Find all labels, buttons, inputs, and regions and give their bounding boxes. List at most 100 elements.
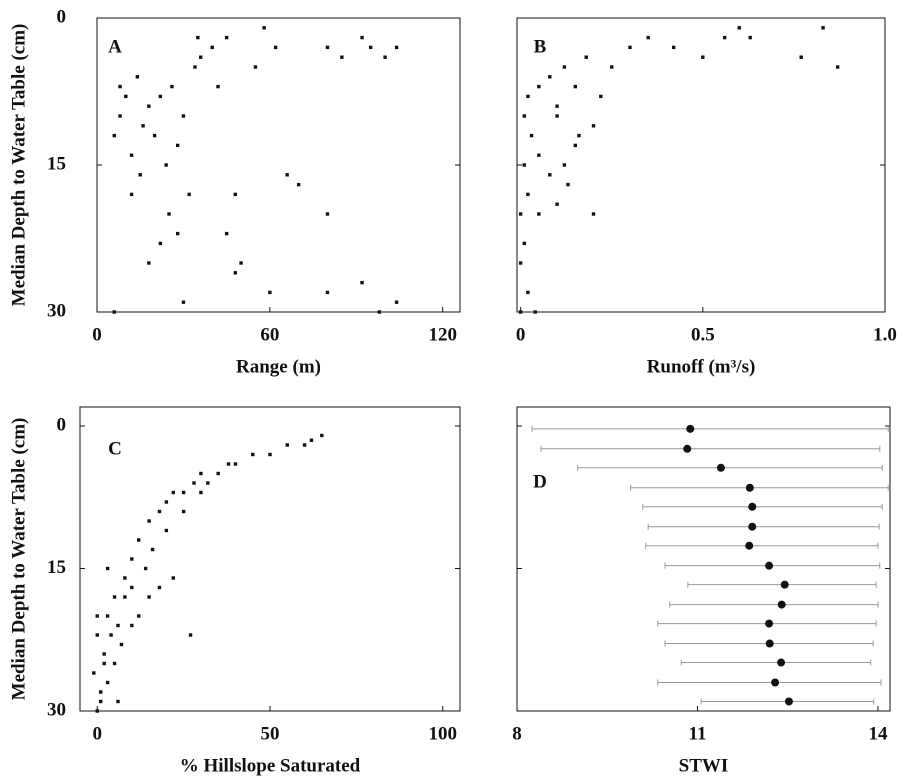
- y-axis-label: Median Depth to Water Table (cm): [8, 418, 29, 701]
- point: [591, 124, 596, 128]
- point: [164, 528, 169, 533]
- point: [141, 124, 145, 128]
- point: [99, 690, 103, 694]
- point: [325, 212, 330, 216]
- point: [377, 310, 382, 314]
- point: [518, 261, 523, 265]
- point: [216, 471, 220, 476]
- point: [95, 633, 99, 637]
- point: [273, 45, 278, 50]
- x-tick-label: 8: [512, 723, 522, 744]
- point: [192, 481, 196, 485]
- point: [309, 438, 314, 442]
- mean-point: [716, 463, 725, 472]
- point: [167, 212, 171, 216]
- point: [130, 623, 134, 628]
- x-tick-label: 0: [516, 324, 526, 345]
- mean-point: [748, 502, 757, 511]
- point: [340, 55, 344, 59]
- point: [147, 104, 151, 108]
- point: [116, 623, 120, 628]
- plot-frame: [96, 17, 461, 313]
- point: [164, 163, 168, 167]
- x-axis-label: STWI: [679, 755, 729, 776]
- point: [118, 84, 122, 89]
- point: [147, 261, 151, 265]
- x-tick-label: 60: [260, 324, 279, 345]
- point: [610, 65, 614, 69]
- point: [187, 192, 191, 197]
- y-tick-label: 30: [47, 699, 66, 720]
- point: [537, 212, 541, 216]
- point: [628, 45, 632, 50]
- point: [199, 471, 203, 476]
- y-tick-label: 0: [57, 414, 67, 435]
- point: [95, 614, 99, 618]
- x-tick-label: 50: [261, 723, 280, 744]
- point: [181, 509, 186, 514]
- point: [835, 65, 840, 69]
- point: [170, 84, 174, 89]
- point: [577, 133, 581, 138]
- point: [123, 595, 127, 599]
- point: [302, 443, 307, 447]
- point: [157, 509, 162, 514]
- mean-point: [765, 619, 774, 628]
- point: [118, 114, 122, 118]
- mean-point: [777, 658, 786, 667]
- point: [394, 300, 399, 304]
- panel-label: B: [534, 36, 547, 57]
- mean-point: [771, 678, 780, 687]
- mean-point: [745, 541, 754, 550]
- point: [239, 261, 243, 265]
- point: [99, 699, 103, 704]
- point: [129, 192, 134, 197]
- point: [360, 280, 364, 285]
- point: [105, 680, 110, 685]
- point: [526, 94, 530, 99]
- point: [555, 202, 559, 206]
- point: [137, 614, 141, 618]
- point: [181, 114, 186, 118]
- point: [188, 633, 193, 637]
- point: [150, 547, 155, 552]
- point: [129, 153, 134, 157]
- point: [102, 661, 106, 666]
- point: [210, 45, 214, 50]
- point: [164, 500, 169, 504]
- point: [130, 585, 134, 590]
- point: [562, 163, 567, 167]
- point: [555, 114, 559, 118]
- point: [112, 661, 117, 666]
- x-axis-label: % Hillslope Saturated: [180, 755, 361, 776]
- x-tick-label: 100: [428, 723, 457, 744]
- point: [206, 481, 210, 485]
- plot-frame: [516, 406, 891, 712]
- point: [320, 433, 324, 438]
- point: [394, 45, 399, 50]
- point: [548, 173, 552, 177]
- point: [158, 94, 163, 99]
- point: [268, 290, 272, 295]
- y-tick-label: 15: [47, 153, 66, 174]
- mean-point: [745, 483, 754, 492]
- point: [566, 182, 570, 187]
- y-tick-label: 15: [47, 557, 66, 578]
- mean-point: [765, 639, 774, 648]
- plot-frame: [79, 406, 461, 712]
- mean-point: [784, 697, 793, 706]
- point: [599, 94, 603, 99]
- point: [325, 290, 330, 295]
- point: [157, 585, 162, 590]
- point: [296, 182, 301, 187]
- point: [522, 241, 526, 246]
- point: [262, 26, 266, 30]
- point: [548, 75, 552, 79]
- point: [555, 104, 559, 108]
- point: [518, 212, 523, 216]
- point: [233, 192, 237, 197]
- point: [130, 557, 134, 561]
- point: [226, 462, 231, 466]
- point: [92, 671, 96, 675]
- x-tick-label: 11: [689, 723, 707, 744]
